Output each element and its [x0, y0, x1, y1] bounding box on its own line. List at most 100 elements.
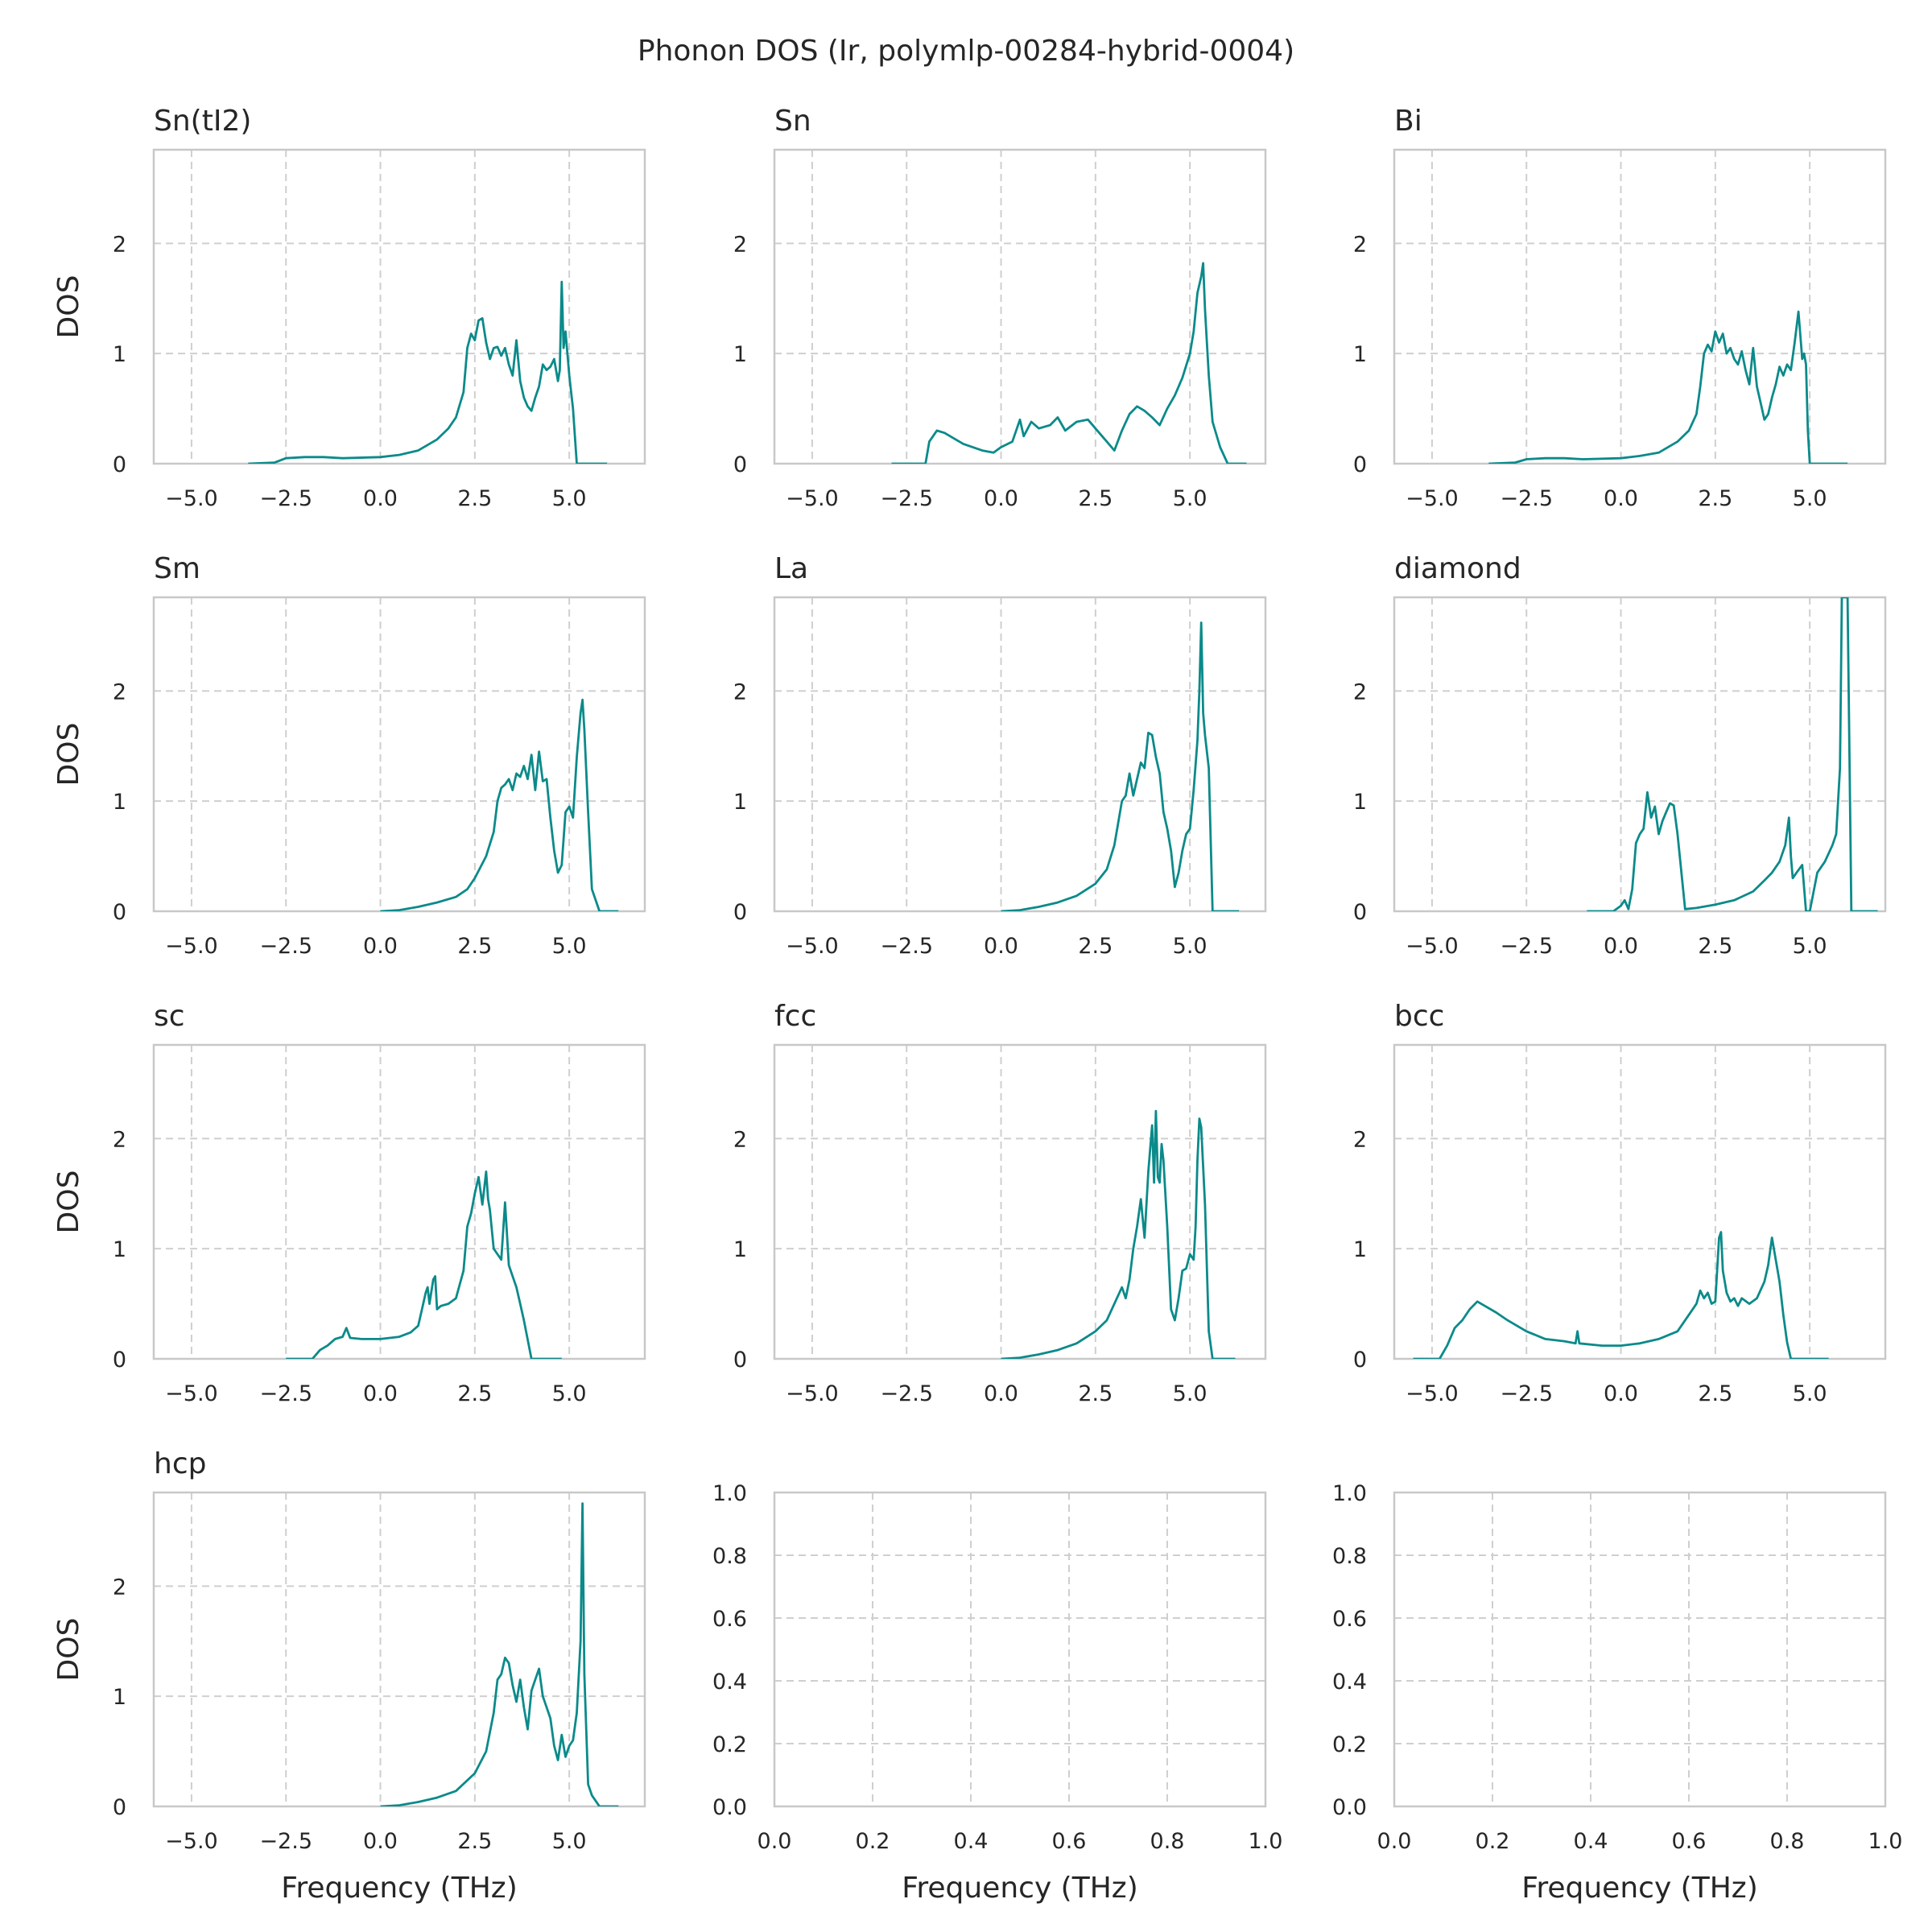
figure-title: Phonon DOS (Ir, polymlp-00284-hybrid-000…	[638, 35, 1294, 68]
x-axis-label: Frequency (THz)	[902, 1872, 1137, 1905]
y-tick-label: 1.0	[1332, 1481, 1367, 1506]
dos-series-line	[891, 262, 1247, 464]
x-tick-label: 2.5	[1078, 934, 1113, 959]
x-tick-label: 0.0	[1377, 1829, 1412, 1854]
panel-empty-10: 0.0 0.2 0.4 0.6 0.8 1.0 0.0 0.2 0.4 0.6 0.8 1.0 Freq…	[712, 1481, 1282, 1905]
panel-fcc: −5.0 −2.5 0.0 2.5 5.0 0 1 2 fcc	[733, 1000, 1267, 1406]
plot-frame	[152, 1043, 646, 1360]
plot-frame	[1393, 1491, 1887, 1808]
x-tick-label: 5.0	[1173, 934, 1208, 959]
x-axis-label: Frequency (THz)	[281, 1872, 517, 1905]
panel-title: diamond	[1394, 552, 1521, 585]
dos-series-line	[1413, 1231, 1829, 1359]
y-tick-label: 0	[113, 1795, 126, 1820]
y-tick-label: 1	[113, 342, 126, 367]
x-tick-label: −2.5	[880, 934, 933, 959]
panel-title: bcc	[1394, 1000, 1444, 1033]
y-tick-label: 2	[1353, 1127, 1367, 1152]
y-axis-label: DOS	[52, 723, 85, 786]
x-tick-label: 0.0	[984, 486, 1018, 511]
x-tick-label: 0.0	[1604, 1381, 1638, 1406]
panel-bi: −5.0 −2.5 0.0 2.5 5.0 0 1 2 Bi	[1353, 105, 1887, 511]
x-tick-label: 2.5	[457, 1381, 492, 1406]
x-tick-label: −5.0	[165, 1829, 218, 1854]
x-tick-label: 0.0	[1604, 934, 1638, 959]
y-tick-label: 2	[1353, 232, 1367, 257]
y-tick-label: 2	[113, 1127, 126, 1152]
dos-series-line	[1587, 597, 1878, 911]
dos-series-line	[1001, 621, 1240, 911]
x-tick-label: −2.5	[880, 486, 933, 511]
x-tick-label: 2.5	[457, 486, 492, 511]
panel-sn-ti2-: −5.0 −2.5 0.0 2.5 5.0 0 1 2 Sn(tI2) DOS	[52, 105, 646, 511]
y-tick-label: 0.8	[712, 1544, 747, 1569]
x-tick-label: 1.0	[1868, 1829, 1903, 1854]
x-tick-label: −2.5	[1500, 486, 1553, 511]
y-tick-label: 0.2	[1332, 1732, 1367, 1757]
y-tick-label: 0.4	[1332, 1670, 1367, 1695]
panel-title: Sn(tI2)	[154, 105, 251, 138]
x-tick-label: 0.6	[1052, 1829, 1087, 1854]
panel-sm: −5.0 −2.5 0.0 2.5 5.0 0 1 2 Sm DOS	[52, 552, 646, 959]
y-tick-label: 0.0	[712, 1795, 747, 1820]
x-tick-label: −5.0	[786, 1381, 839, 1406]
x-tick-label: 5.0	[552, 1381, 587, 1406]
y-tick-label: 0.6	[1332, 1607, 1367, 1632]
y-tick-label: 0.2	[712, 1732, 747, 1757]
x-tick-label: −5.0	[1406, 934, 1459, 959]
panel-diamond: −5.0 −2.5 0.0 2.5 5.0 0 1 2 diamond	[1353, 552, 1887, 959]
y-tick-label: 0	[1353, 1348, 1367, 1373]
x-tick-label: 0.0	[363, 934, 398, 959]
dos-series-line	[1488, 310, 1848, 464]
panel-title: Sn	[774, 105, 811, 138]
x-axis-label: Frequency (THz)	[1521, 1872, 1757, 1905]
y-tick-label: 2	[113, 232, 126, 257]
y-tick-label: 1	[1353, 1237, 1367, 1262]
x-tick-label: 0.4	[954, 1829, 989, 1854]
x-tick-label: 5.0	[1173, 1381, 1208, 1406]
x-tick-label: −2.5	[259, 934, 312, 959]
y-tick-label: 0.0	[1332, 1795, 1367, 1820]
x-tick-label: 0.2	[1476, 1829, 1510, 1854]
x-tick-label: −5.0	[1406, 1381, 1459, 1406]
y-tick-label: 2	[113, 1575, 126, 1600]
x-tick-label: 0.0	[363, 1829, 398, 1854]
y-tick-label: 0	[113, 900, 126, 925]
x-tick-label: 0.8	[1150, 1829, 1185, 1854]
x-tick-label: 2.5	[1698, 934, 1732, 959]
dos-series-line	[380, 698, 619, 911]
panel-title: hcp	[154, 1447, 206, 1480]
x-tick-label: 2.5	[457, 1829, 492, 1854]
y-tick-label: 0	[113, 452, 126, 477]
y-tick-label: 0	[1353, 900, 1367, 925]
y-tick-label: 1	[113, 1685, 126, 1710]
plot-frame	[152, 596, 646, 913]
subplot-grid: −5.0 −2.5 0.0 2.5 5.0 0 1 2 Sn(tI2) DOS −5.0 −2.5 0.…	[52, 105, 1902, 1905]
x-tick-label: −2.5	[880, 1381, 933, 1406]
y-tick-label: 0	[113, 1348, 126, 1373]
x-tick-label: −5.0	[786, 486, 839, 511]
y-tick-label: 2	[733, 232, 747, 257]
x-tick-label: 0.0	[984, 1381, 1018, 1406]
x-tick-label: 0.0	[1604, 486, 1638, 511]
panel-title: Sm	[154, 552, 200, 585]
x-tick-label: 2.5	[457, 934, 492, 959]
plot-frame	[773, 148, 1267, 465]
y-tick-label: 1	[733, 1237, 747, 1262]
dos-series-line	[380, 1502, 619, 1806]
y-tick-label: 0	[733, 900, 747, 925]
y-tick-label: 1	[1353, 342, 1367, 367]
panel-sn: −5.0 −2.5 0.0 2.5 5.0 0 1 2 Sn	[733, 105, 1267, 511]
x-tick-label: 0.0	[984, 934, 1018, 959]
y-tick-label: 0	[733, 452, 747, 477]
y-tick-label: 1	[113, 1237, 126, 1262]
x-tick-label: 2.5	[1078, 1381, 1113, 1406]
x-tick-label: 0.8	[1770, 1829, 1805, 1854]
y-tick-label: 0.4	[712, 1670, 747, 1695]
x-tick-label: −2.5	[1500, 934, 1553, 959]
panel-title: fcc	[774, 1000, 816, 1033]
x-tick-label: −5.0	[165, 486, 218, 511]
x-tick-label: 5.0	[552, 934, 587, 959]
plot-frame	[152, 1491, 646, 1808]
panel-title: Bi	[1394, 105, 1422, 138]
